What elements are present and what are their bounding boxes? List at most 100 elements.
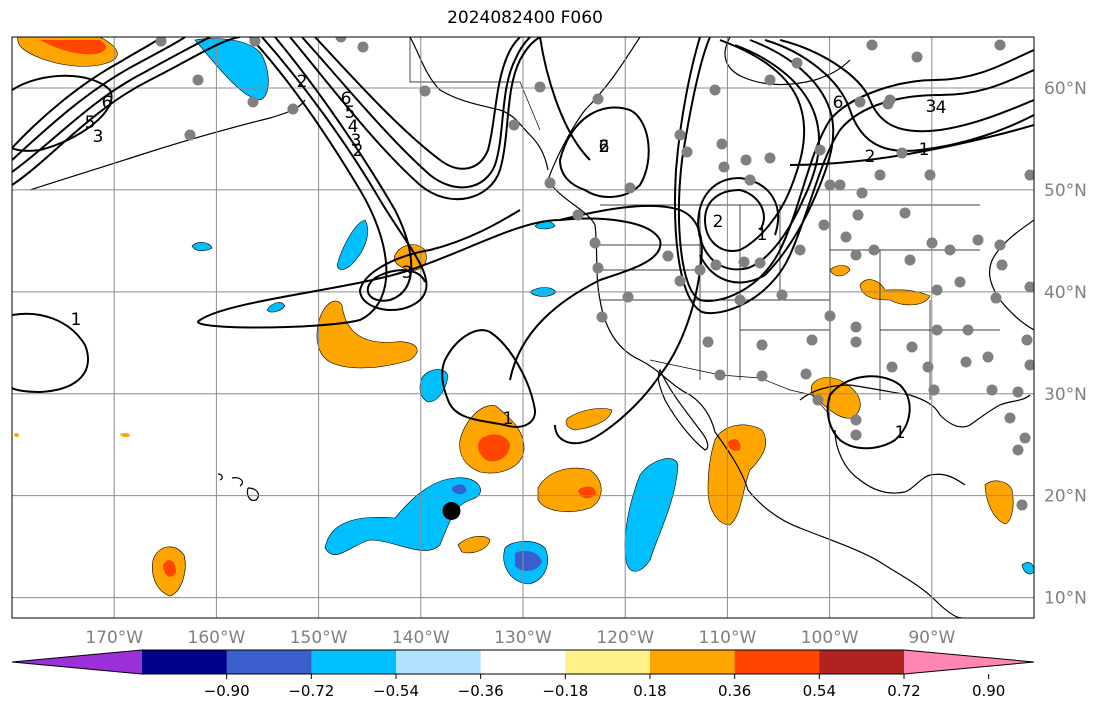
contour-line [12,37,163,149]
shade-positive-area [14,432,19,438]
station-point [155,37,167,47]
station-point [734,294,746,306]
lat-tick-label: 50°N [1044,181,1087,201]
lat-tick-label: 30°N [1044,385,1087,405]
station-point [884,94,896,106]
station-point [850,336,862,348]
station-point [994,39,1006,51]
station-point [922,361,934,373]
station-point [740,154,752,166]
contour-line [674,37,1034,314]
station-point [184,129,196,141]
shade-positive-area [829,265,851,277]
station-point [814,144,826,156]
station-point [996,259,1008,271]
coastline-east [988,219,1034,331]
station-point [928,384,940,396]
station-point [1012,386,1024,398]
contour-label: 6 [102,93,113,113]
shade-negative-area [191,242,213,252]
station-point [868,244,880,256]
contour-line [703,39,806,252]
coastline-hawaii [217,473,260,501]
contour-line [699,39,835,284]
station-point [1019,432,1031,444]
colorbar-tick-label: −0.18 [542,682,588,700]
contour-label: 1 [757,225,768,245]
station-point [681,146,693,158]
contour-line [539,37,1034,302]
contour-line [289,37,541,201]
lon-tick-label: 130°W [494,628,552,648]
station-point [738,256,750,268]
station-point [856,187,868,199]
contour-line [441,329,537,428]
colorbar-segment [311,650,397,674]
station-point [926,237,938,249]
station-point [850,249,862,261]
shade-positive-area [120,432,130,438]
shade-positive-area [728,439,741,451]
station-point [674,275,686,287]
station-point [508,119,520,131]
station-point [1016,499,1028,511]
station-point [674,129,686,141]
contour-line [12,312,89,394]
colorbar-segment [734,650,820,674]
station-point [622,291,634,303]
station-point [624,182,636,194]
station-point [694,264,706,276]
station-point [806,334,818,346]
station-point [850,414,862,426]
station-point [1021,334,1033,346]
longitude-labels: 170°W 160°W 150°W 140°W 130°W 120°W 110°W 100°W… [85,628,955,648]
station-point [982,351,994,363]
contour-line [12,74,113,152]
colorbar-outline [11,649,1035,675]
geopotential-contours [12,37,1034,450]
station-point [931,284,943,296]
station-point [944,244,956,256]
station-point [764,74,776,86]
map-gridlines [12,37,1034,618]
station-point [840,231,852,243]
contour-label: 1 [919,140,930,160]
station-point [1024,281,1034,293]
station-point [776,289,788,301]
colorbar-extend-high [904,650,1034,674]
coastline-gulf [799,384,1031,494]
colorbar: −0.90 −0.72 −0.54 −0.36 −0.18 0.18 0.36 0.54 0.7… [11,649,1035,700]
colorbar-tick-label: −0.90 [204,682,250,700]
station-point [854,96,866,108]
contour-label: 6 [599,137,610,157]
station-point [990,292,1002,304]
station-point [572,209,584,221]
station-point [249,37,261,47]
lon-tick-label: 170°W [85,628,143,648]
station-point [931,324,943,336]
contour-line [12,37,211,173]
colorbar-segment [396,650,482,674]
contour-line [12,37,241,186]
anomaly-shading [14,37,1034,597]
shade-negative-area [515,550,542,571]
station-point [899,207,911,219]
lat-tick-label: 10°N [1044,589,1087,609]
contour-label: 2 [865,147,876,167]
colorbar-segments [11,649,1035,675]
station-point [794,244,806,256]
lat-tick-label: 20°N [1044,487,1087,507]
station-point [589,237,601,249]
station-point [662,250,674,262]
station-point [896,147,908,159]
latitude-labels: 60°N 50°N 40°N 30°N 20°N 10°N [1044,79,1087,609]
colorbar-segment [142,650,228,674]
contour-label: 1 [895,423,906,443]
shade-positive-area [984,480,1014,525]
shade-negative-area [266,302,286,313]
station-point [287,103,299,115]
lon-tick-label: 120°W [596,628,654,648]
